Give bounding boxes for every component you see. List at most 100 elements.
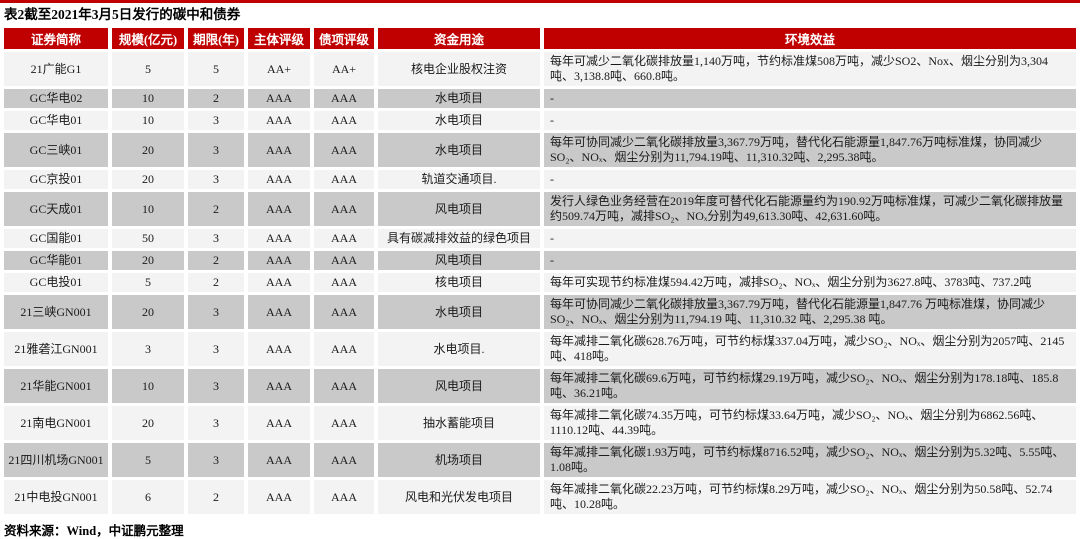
cell-env-benefit: - (544, 229, 1076, 248)
cell-issuer-rating: AAA (248, 369, 310, 403)
cell-bond-name: GC天成01 (4, 192, 108, 226)
cell-env-benefit: 每年减排二氧化碳1.93万吨，可节约标煤8716.52吨，减少SO₂、NOₓ、烟… (544, 443, 1076, 477)
cell-issuer-rating: AAA (248, 192, 310, 226)
cell-use-of-funds: 轨道交通项目. (378, 170, 540, 189)
cell-scale: 5 (112, 52, 184, 86)
cell-bond-rating: AAA (314, 133, 374, 167)
cell-bond-rating: AAA (314, 251, 374, 270)
cell-use-of-funds: 风电项目 (378, 369, 540, 403)
cell-use-of-funds: 核电企业股权注资 (378, 52, 540, 86)
cell-issuer-rating: AA+ (248, 52, 310, 86)
table-row: 21华能GN001 10 3 AAA AAA 风电项目 每年减排二氧化碳69.6… (4, 369, 1076, 403)
cell-bond-name: GC华电01 (4, 111, 108, 130)
table-row: 21南电GN001 20 3 AAA AAA 抽水蓄能项目 每年减排二氧化碳74… (4, 406, 1076, 440)
cell-term: 3 (188, 443, 244, 477)
cell-bond-name: 21中电投GN001 (4, 480, 108, 514)
cell-bond-rating: AAA (314, 192, 374, 226)
cell-bond-name: GC三峡01 (4, 133, 108, 167)
cell-bond-name: GC华电02 (4, 89, 108, 108)
cell-bond-rating: AA+ (314, 52, 374, 86)
cell-use-of-funds: 具有碳减排效益的绿色项目 (378, 229, 540, 248)
cell-scale: 5 (112, 273, 184, 292)
col-header-env-benefit: 环境效益 (544, 28, 1076, 49)
cell-term: 3 (188, 170, 244, 189)
cell-bond-rating: AAA (314, 295, 374, 329)
top-red-rule (0, 0, 1080, 3)
cell-env-benefit: - (544, 251, 1076, 270)
cell-bond-rating: AAA (314, 111, 374, 130)
cell-bond-name: GC华能01 (4, 251, 108, 270)
cell-env-benefit: 每年可减少二氧化碳排放量1,140万吨，节约标准煤508万吨，减少SO2、Nox… (544, 52, 1076, 86)
cell-scale: 6 (112, 480, 184, 514)
cell-scale: 10 (112, 369, 184, 403)
cell-scale: 50 (112, 229, 184, 248)
cell-term: 2 (188, 273, 244, 292)
cell-issuer-rating: AAA (248, 133, 310, 167)
table-row: 21四川机场GN001 5 3 AAA AAA 机场项目 每年减排二氧化碳1.9… (4, 443, 1076, 477)
cell-env-benefit: 每年可协同减少二氧化碳排放量3,367.79万吨，替代化石能源量1,847.76… (544, 295, 1076, 329)
cell-bond-rating: AAA (314, 229, 374, 248)
cell-env-benefit: 每年减排二氧化碳69.6万吨，可节约标煤29.19万吨，减少SO₂、NOₓ、烟尘… (544, 369, 1076, 403)
cell-term: 5 (188, 52, 244, 86)
cell-term: 2 (188, 480, 244, 514)
cell-issuer-rating: AAA (248, 229, 310, 248)
cell-env-benefit: - (544, 170, 1076, 189)
table-row: GC京投01 20 3 AAA AAA 轨道交通项目. - (4, 170, 1076, 189)
cell-env-benefit: 每年减排二氧化碳628.76万吨，可节约标煤337.04万吨，减少SO₂、NOₓ… (544, 332, 1076, 366)
cell-term: 2 (188, 251, 244, 270)
cell-env-benefit: 每年减排二氧化碳22.23万吨，可节约标煤8.29万吨，减少SO₂、NOₓ、烟尘… (544, 480, 1076, 514)
cell-issuer-rating: AAA (248, 89, 310, 108)
cell-use-of-funds: 核电项目 (378, 273, 540, 292)
cell-use-of-funds: 抽水蓄能项目 (378, 406, 540, 440)
table-row: GC天成01 10 2 AAA AAA 风电项目 发行人绿色业务经营在2019年… (4, 192, 1076, 226)
cell-issuer-rating: AAA (248, 406, 310, 440)
cell-term: 3 (188, 295, 244, 329)
cell-issuer-rating: AAA (248, 170, 310, 189)
col-header-use-of-funds: 资金用途 (378, 28, 540, 49)
table-row: 21雅砻江GN001 3 3 AAA AAA 水电项目. 每年减排二氧化碳628… (4, 332, 1076, 366)
table-row: GC三峡01 20 3 AAA AAA 水电项目 每年可协同减少二氧化碳排放量3… (4, 133, 1076, 167)
table-row: GC华电01 10 3 AAA AAA 水电项目 - (4, 111, 1076, 130)
cell-use-of-funds: 水电项目 (378, 111, 540, 130)
cell-bond-rating: AAA (314, 369, 374, 403)
cell-bond-name: 21南电GN001 (4, 406, 108, 440)
cell-issuer-rating: AAA (248, 480, 310, 514)
cell-bond-rating: AAA (314, 443, 374, 477)
cell-bond-rating: AAA (314, 273, 374, 292)
cell-use-of-funds: 水电项目 (378, 295, 540, 329)
cell-term: 2 (188, 89, 244, 108)
cell-env-benefit: 每年减排二氧化碳74.35万吨，可节约标煤33.64万吨，减少SO₂、NOₓ、烟… (544, 406, 1076, 440)
cell-use-of-funds: 水电项目. (378, 332, 540, 366)
table-row: 21中电投GN001 6 2 AAA AAA 风电和光伏发电项目 每年减排二氧化… (4, 480, 1076, 514)
cell-issuer-rating: AAA (248, 273, 310, 292)
cell-term: 3 (188, 406, 244, 440)
cell-env-benefit: - (544, 111, 1076, 130)
cell-use-of-funds: 水电项目 (378, 133, 540, 167)
cell-scale: 10 (112, 89, 184, 108)
cell-issuer-rating: AAA (248, 111, 310, 130)
cell-bond-name: 21雅砻江GN001 (4, 332, 108, 366)
cell-scale: 20 (112, 295, 184, 329)
cell-use-of-funds: 机场项目 (378, 443, 540, 477)
cell-term: 2 (188, 192, 244, 226)
cell-use-of-funds: 水电项目 (378, 89, 540, 108)
table-row: GC电投01 5 2 AAA AAA 核电项目 每年可实现节约标准煤594.42… (4, 273, 1076, 292)
cell-scale: 20 (112, 406, 184, 440)
cell-issuer-rating: AAA (248, 251, 310, 270)
cell-term: 3 (188, 369, 244, 403)
cell-term: 3 (188, 229, 244, 248)
cell-use-of-funds: 风电和光伏发电项目 (378, 480, 540, 514)
table-row: GC华电02 10 2 AAA AAA 水电项目 - (4, 89, 1076, 108)
cell-term: 3 (188, 332, 244, 366)
cell-bond-name: 21四川机场GN001 (4, 443, 108, 477)
table-row: GC国能01 50 3 AAA AAA 具有碳减排效益的绿色项目 - (4, 229, 1076, 248)
source-note: 资料来源：Wind，中证鹏元整理 (4, 524, 184, 538)
cell-use-of-funds: 风电项目 (378, 192, 540, 226)
cell-bond-rating: AAA (314, 480, 374, 514)
col-header-term: 期限(年) (188, 28, 244, 49)
cell-term: 3 (188, 133, 244, 167)
cell-bond-rating: AAA (314, 170, 374, 189)
cell-scale: 10 (112, 111, 184, 130)
cell-bond-rating: AAA (314, 406, 374, 440)
